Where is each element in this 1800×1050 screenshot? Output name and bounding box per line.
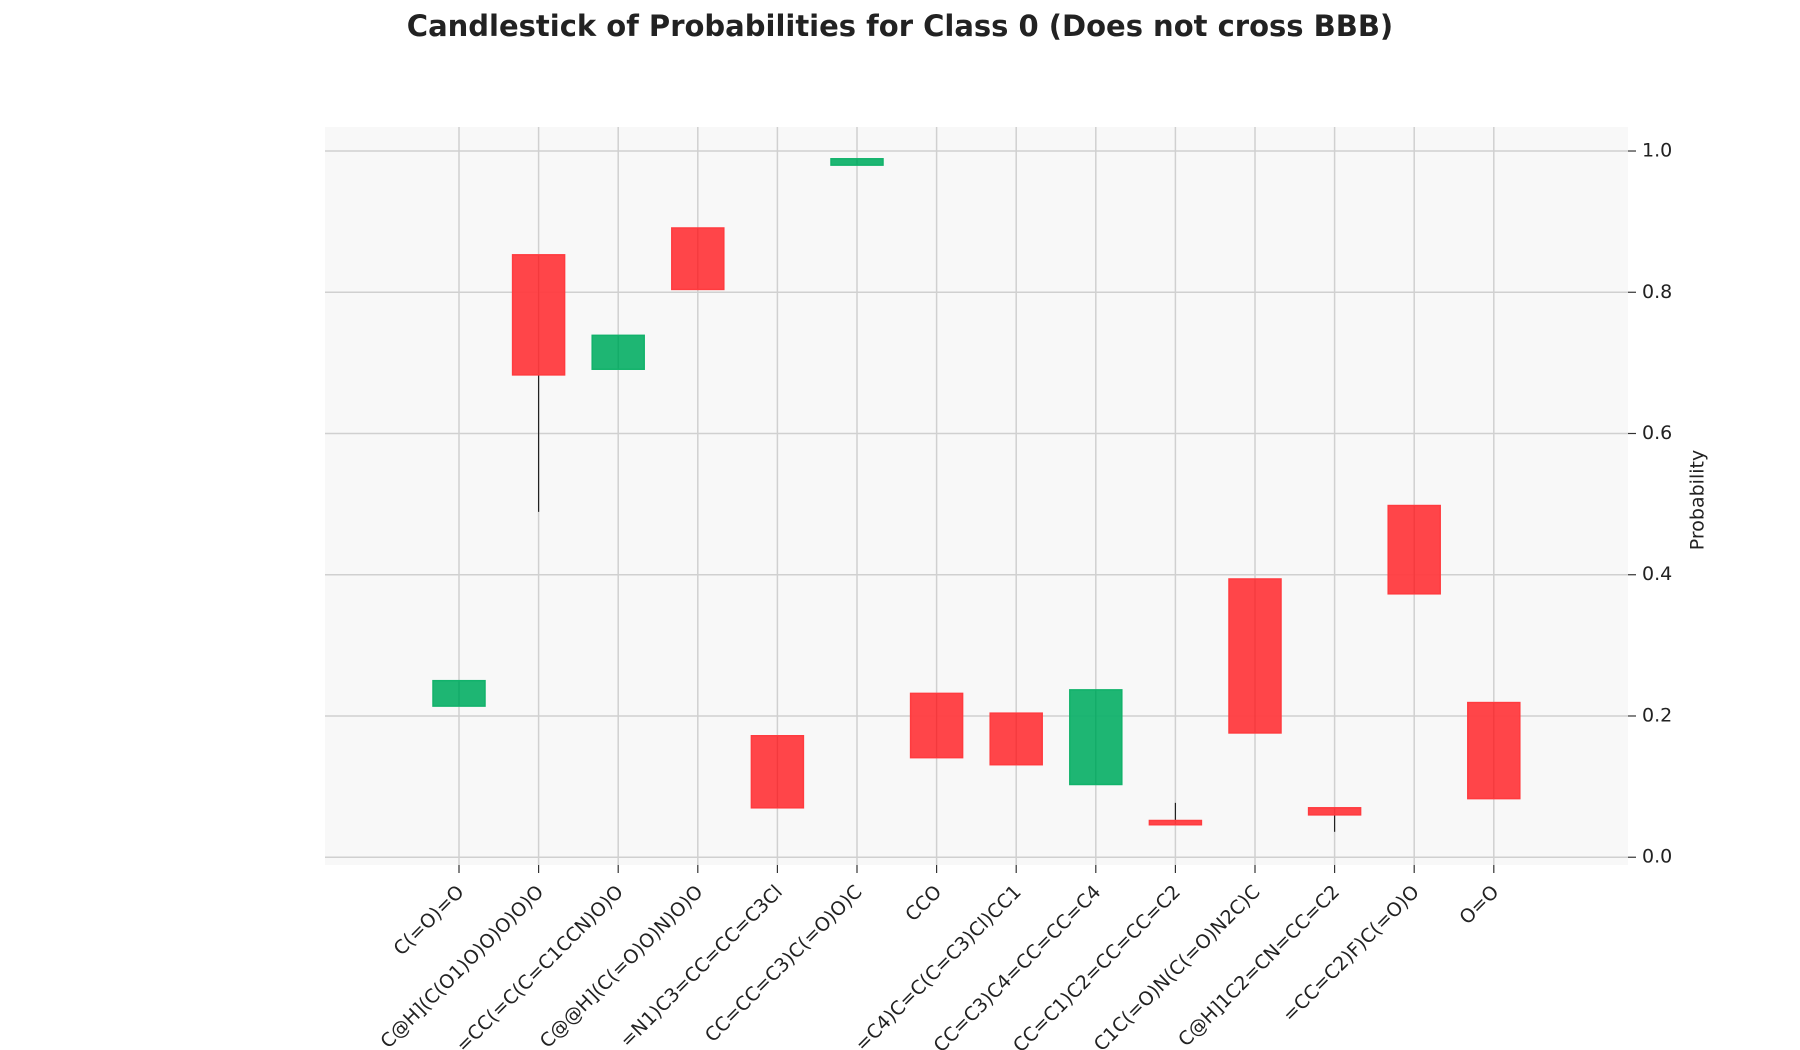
candle-body xyxy=(1467,701,1521,800)
candle-body xyxy=(830,158,884,166)
candle-body xyxy=(432,679,486,707)
candle-body xyxy=(1307,807,1362,816)
chart-title: Candlestick of Probabilities for Class 0… xyxy=(407,9,1393,43)
y-tick-label: 0.4 xyxy=(1642,563,1672,585)
x-tick-label: C@H](C(O1)O)O)O)O)O xyxy=(376,881,548,1050)
x-tick-label: CC=CC=C3)C(=O)O)C xyxy=(701,881,867,1047)
candle-body xyxy=(1387,504,1441,595)
x-tick-label: CCO xyxy=(901,881,946,926)
x-tick-label: =CC=C2)F)C(=O)O xyxy=(1278,881,1423,1026)
x-tick-label: C@H]1C2=CN=CC=C2 xyxy=(1174,881,1344,1050)
y-tick-label: 0.8 xyxy=(1642,281,1672,303)
candle-body xyxy=(1148,819,1203,826)
x-tick-label: C@@H](C(=O)O)N)O)O xyxy=(536,881,708,1050)
candle-body xyxy=(671,227,725,291)
candle-body xyxy=(1069,689,1123,786)
candle-body xyxy=(591,334,645,370)
y-tick-label: 1.0 xyxy=(1642,140,1672,162)
y-axis-label: Probability xyxy=(1687,450,1709,550)
plot-area xyxy=(325,127,1628,865)
x-tick-label: O=O xyxy=(1455,881,1503,929)
candle-body xyxy=(1228,578,1282,734)
x-tick-label: =N1)C3=CC=CC=C3Cl xyxy=(616,881,787,1050)
y-tick-label: 0.6 xyxy=(1642,422,1672,444)
candle-body xyxy=(750,735,805,809)
candle-body xyxy=(909,692,964,759)
y-tick-label: 0.0 xyxy=(1642,846,1672,868)
candle-body xyxy=(511,254,566,376)
y-tick-label: 0.2 xyxy=(1642,704,1672,726)
candle-body xyxy=(989,712,1043,766)
x-tick-label: C(=O)=O xyxy=(389,881,468,960)
x-tick-label: =C4)C=C(C=C3)Cl)CC1 xyxy=(851,881,1026,1050)
